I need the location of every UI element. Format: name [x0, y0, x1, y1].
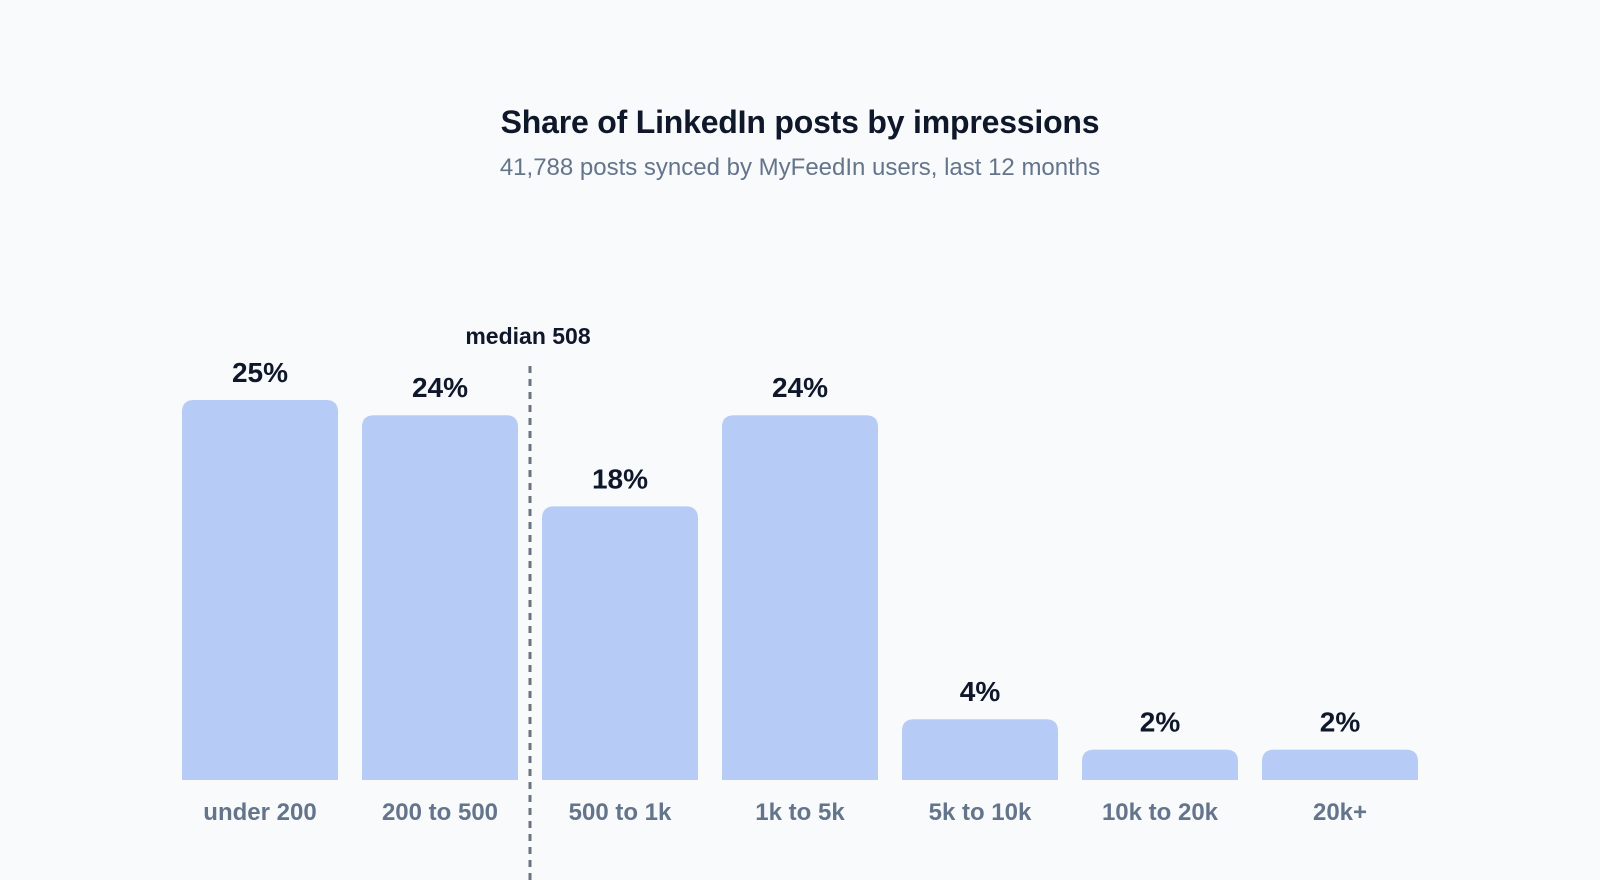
bar-value-label: 24% — [772, 372, 828, 403]
bar-4 — [902, 719, 1058, 780]
chart-title: Share of LinkedIn posts by impressions — [500, 104, 1100, 140]
bar-value-label: 25% — [232, 357, 288, 388]
category-label: 5k to 10k — [929, 799, 1032, 826]
bar-value-label: 4% — [960, 676, 1001, 707]
bar-5 — [1082, 749, 1238, 780]
bar-value-label: 24% — [412, 372, 468, 403]
category-label: 500 to 1k — [569, 799, 672, 826]
category-label: 1k to 5k — [755, 799, 845, 826]
bar-1 — [362, 415, 518, 780]
category-label: 20k+ — [1313, 799, 1367, 826]
bar-0 — [182, 400, 338, 780]
bar-3 — [722, 415, 878, 780]
category-label: 200 to 500 — [382, 799, 498, 826]
bar-6 — [1262, 749, 1418, 780]
median-label: median 508 — [465, 323, 590, 349]
chart-subtitle: 41,788 posts synced by MyFeedIn users, l… — [499, 154, 1101, 181]
bar-2 — [542, 506, 698, 780]
category-label: 10k to 20k — [1102, 799, 1219, 826]
bar-value-label: 2% — [1320, 707, 1361, 738]
bar-value-label: 2% — [1140, 707, 1181, 738]
category-label: under 200 — [203, 799, 316, 826]
median-annotation: median 508 — [465, 323, 591, 880]
bars-group: 25% under 200 24% 200 to 500 18% 500 to 1k 24%… — [182, 357, 1418, 826]
bar-value-label: 18% — [592, 463, 648, 494]
